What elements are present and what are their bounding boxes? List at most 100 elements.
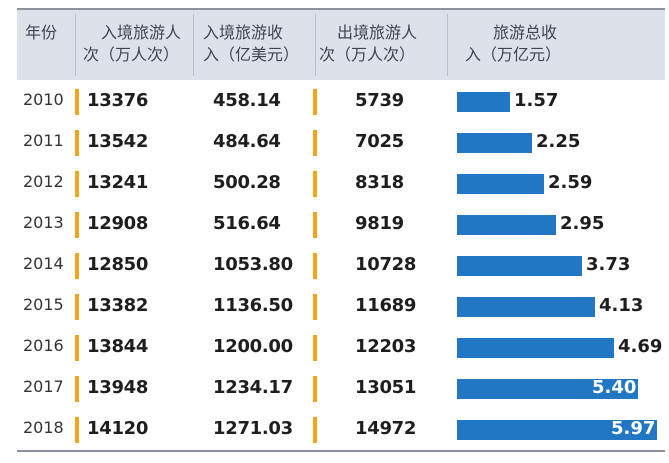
total-revenue-label: 4.69	[618, 336, 663, 357]
table-row: 2010 13376 458.14 5739 1.57	[17, 82, 665, 123]
total-revenue-bar	[457, 92, 510, 112]
year-cell: 2015	[23, 295, 64, 314]
inbound-trips-value: 13844	[87, 336, 149, 357]
total-revenue-label: 2.95	[560, 213, 605, 234]
inbound-revenue-value: 516.64	[213, 213, 281, 234]
year-cell: 2012	[23, 172, 64, 191]
year-cell: 2010	[23, 90, 64, 109]
header-inbound-revenue-line1: 入境旅游收	[203, 23, 284, 42]
outbound-trips-value: 12203	[355, 336, 417, 357]
inbound-trips-value: 13241	[87, 172, 149, 193]
inbound-trips-marker	[75, 171, 79, 197]
inbound-trips-marker	[75, 294, 79, 320]
outbound-trips-value: 14972	[355, 418, 417, 439]
tourism-table: 年份 入境旅游人 次（万人次） 入境旅游收 入（亿美元） 出境旅游人 次（万人次…	[17, 8, 665, 452]
table-header: 年份 入境旅游人 次（万人次） 入境旅游收 入（亿美元） 出境旅游人 次（万人次…	[17, 8, 665, 80]
inbound-trips-value: 13542	[87, 131, 149, 152]
table-row: 2015 13382 1136.50 11689 4.13	[17, 287, 665, 328]
total-revenue-bar	[457, 338, 614, 358]
outbound-trips-marker	[313, 212, 317, 238]
total-revenue-bar	[457, 256, 582, 276]
inbound-trips-marker	[75, 212, 79, 238]
total-revenue-label: 5.97	[611, 418, 656, 439]
inbound-trips-value: 13382	[87, 295, 149, 316]
outbound-trips-value: 7025	[355, 131, 404, 152]
inbound-revenue-value: 1271.03	[213, 418, 293, 439]
header-inbound-trips-line2: 次（万人次）	[83, 45, 180, 64]
outbound-trips-marker	[313, 171, 317, 197]
inbound-revenue-value: 1200.00	[213, 336, 293, 357]
inbound-revenue-value: 500.28	[213, 172, 281, 193]
bottom-rule	[17, 450, 665, 452]
inbound-revenue-value: 1053.80	[213, 254, 293, 275]
table-row: 2016 13844 1200.00 12203 4.69	[17, 328, 665, 369]
inbound-trips-marker	[75, 376, 79, 402]
inbound-trips-marker	[75, 253, 79, 279]
year-cell: 2014	[23, 254, 64, 273]
inbound-trips-value: 12908	[87, 213, 149, 234]
header-year: 年份	[25, 22, 57, 44]
inbound-trips-marker	[75, 89, 79, 115]
outbound-trips-marker	[313, 294, 317, 320]
outbound-trips-value: 10728	[355, 254, 417, 275]
inbound-trips-value: 14120	[87, 418, 149, 439]
header-year-label: 年份	[25, 23, 58, 42]
header-total-revenue-line1: 旅游总收	[493, 23, 558, 42]
header-outbound-trips: 出境旅游人 次（万人次）	[319, 22, 417, 66]
table-row: 2012 13241 500.28 8318 2.59	[17, 164, 665, 205]
outbound-trips-value: 9819	[355, 213, 404, 234]
year-cell: 2016	[23, 336, 64, 355]
header-divider	[193, 14, 194, 76]
inbound-trips-marker	[75, 130, 79, 156]
outbound-trips-marker	[313, 130, 317, 156]
header-total-revenue-line2: 入（万亿元）	[465, 45, 562, 64]
table-body: 2010 13376 458.14 5739 1.57 2011 13542 484.64 70…	[17, 80, 665, 452]
table-row: 2011 13542 484.64 7025 2.25	[17, 123, 665, 164]
outbound-trips-marker	[313, 89, 317, 115]
outbound-trips-marker	[313, 417, 317, 443]
total-revenue-bar	[457, 379, 638, 399]
inbound-revenue-value: 458.14	[213, 90, 281, 111]
total-revenue-bar	[457, 420, 657, 440]
inbound-trips-value: 13948	[87, 377, 149, 398]
total-revenue-bar	[457, 174, 544, 194]
table-row: 2013 12908 516.64 9819 2.95	[17, 205, 665, 246]
total-revenue-label: 4.13	[599, 295, 644, 316]
header-divider	[447, 14, 448, 76]
header-divider	[315, 14, 316, 76]
header-inbound-trips: 入境旅游人 次（万人次）	[83, 22, 181, 66]
inbound-revenue-value: 1136.50	[213, 295, 293, 316]
table-row: 2018 14120 1271.03 14972 5.97	[17, 410, 665, 451]
total-revenue-bar	[457, 133, 532, 153]
header-inbound-revenue-line2: 入（亿美元）	[203, 45, 300, 64]
header-divider	[75, 14, 76, 76]
total-revenue-bar	[457, 297, 595, 317]
inbound-revenue-value: 484.64	[213, 131, 281, 152]
outbound-trips-value: 8318	[355, 172, 404, 193]
outbound-trips-value: 5739	[355, 90, 404, 111]
table-row: 2017 13948 1234.17 13051 5.40	[17, 369, 665, 410]
total-revenue-label: 5.40	[592, 377, 637, 398]
inbound-trips-marker	[75, 417, 79, 443]
inbound-revenue-value: 1234.17	[213, 377, 293, 398]
year-cell: 2018	[23, 418, 64, 437]
header-outbound-trips-line1: 出境旅游人	[337, 23, 418, 42]
year-cell: 2013	[23, 213, 64, 232]
inbound-trips-value: 13376	[87, 90, 149, 111]
outbound-trips-marker	[313, 376, 317, 402]
header-inbound-trips-line1: 入境旅游人	[101, 23, 182, 42]
inbound-trips-value: 12850	[87, 254, 149, 275]
table-row: 2014 12850 1053.80 10728 3.73	[17, 246, 665, 287]
inbound-trips-marker	[75, 335, 79, 361]
total-revenue-bar	[457, 215, 556, 235]
year-cell: 2011	[23, 131, 64, 150]
total-revenue-label: 1.57	[514, 90, 559, 111]
total-revenue-label: 2.59	[548, 172, 593, 193]
outbound-trips-value: 13051	[355, 377, 417, 398]
header-outbound-trips-line2: 次（万人次）	[319, 45, 416, 64]
outbound-trips-value: 11689	[355, 295, 417, 316]
outbound-trips-marker	[313, 335, 317, 361]
header-inbound-revenue: 入境旅游收 入（亿美元）	[203, 22, 299, 66]
total-revenue-label: 2.25	[536, 131, 581, 152]
year-cell: 2017	[23, 377, 64, 396]
